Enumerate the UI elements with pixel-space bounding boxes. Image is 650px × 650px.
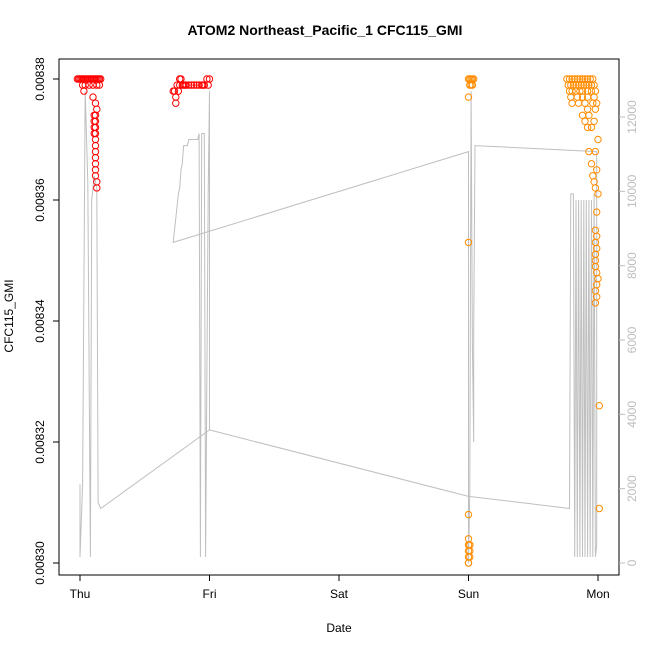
data-point	[585, 111, 593, 120]
data-point	[199, 81, 207, 89]
data-point	[587, 160, 596, 168]
x-axis-label: Date	[326, 621, 352, 635]
data-point	[578, 93, 587, 101]
x-tick-label: Mon	[586, 587, 609, 601]
data-point	[587, 123, 596, 132]
data-point	[595, 402, 603, 410]
data-point	[466, 81, 474, 89]
data-point	[195, 81, 203, 89]
data-point	[593, 208, 601, 216]
data-point	[591, 184, 600, 192]
data-point	[93, 184, 101, 192]
y-tick-label: 0.00838	[33, 57, 47, 101]
data-point	[204, 81, 212, 89]
data-point	[589, 99, 597, 107]
x-tick-label: Fri	[203, 587, 217, 601]
x-tick-label: Sun	[458, 587, 479, 601]
data-point	[581, 117, 589, 126]
data-point	[190, 81, 198, 89]
data-point	[85, 81, 93, 89]
y2-tick-label: 6000	[625, 326, 639, 353]
data-point	[89, 93, 97, 101]
data-point	[576, 87, 584, 95]
data-point	[587, 87, 596, 95]
y2-tick-label: 12000	[625, 100, 639, 134]
data-point	[185, 81, 193, 89]
altitude-line	[79, 91, 598, 564]
data-point	[464, 238, 473, 247]
y-tick-label: 0.00836	[33, 178, 47, 222]
data-point	[81, 81, 89, 89]
data-point	[594, 190, 602, 198]
x-tick-label: Sat	[330, 587, 349, 601]
y2-tick-label: 4000	[625, 401, 639, 428]
data-point	[464, 93, 473, 101]
y-axis-label: CFC115_GMI	[2, 279, 16, 352]
data-point	[464, 559, 473, 567]
chart-title: ATOM2 Northeast_Pacific_1 CFC115_GMI	[188, 22, 463, 38]
data-point	[590, 117, 598, 126]
y2-tick-label: 2000	[625, 475, 639, 502]
y2-tick-label: 8000	[625, 252, 639, 279]
y-tick-label: 0.00832	[33, 420, 47, 464]
data-point	[468, 81, 477, 89]
data-point	[95, 81, 104, 89]
y-tick-label: 0.00830	[33, 541, 47, 585]
data-point	[593, 166, 601, 174]
y2-tick-label: 10000	[625, 174, 639, 208]
data-point	[176, 81, 184, 89]
y2-tick-label: 0	[625, 559, 639, 566]
data-point	[595, 504, 603, 513]
data-point	[464, 535, 473, 543]
data-point	[591, 147, 600, 156]
x-tick-label: Thu	[70, 587, 91, 601]
plot-area: Thu Fri Sat Sun Mon 0.00830 0.00832 0.00834 0.00…	[33, 57, 639, 601]
data-point	[591, 299, 600, 307]
data-point	[93, 81, 101, 89]
data-point	[172, 99, 180, 107]
data-point	[581, 99, 589, 107]
data-point	[591, 105, 600, 113]
y-tick-label: 0.00834	[33, 299, 47, 343]
data-point	[583, 123, 592, 132]
data-point	[594, 135, 602, 144]
data-point	[187, 81, 196, 89]
data-point	[464, 510, 473, 519]
